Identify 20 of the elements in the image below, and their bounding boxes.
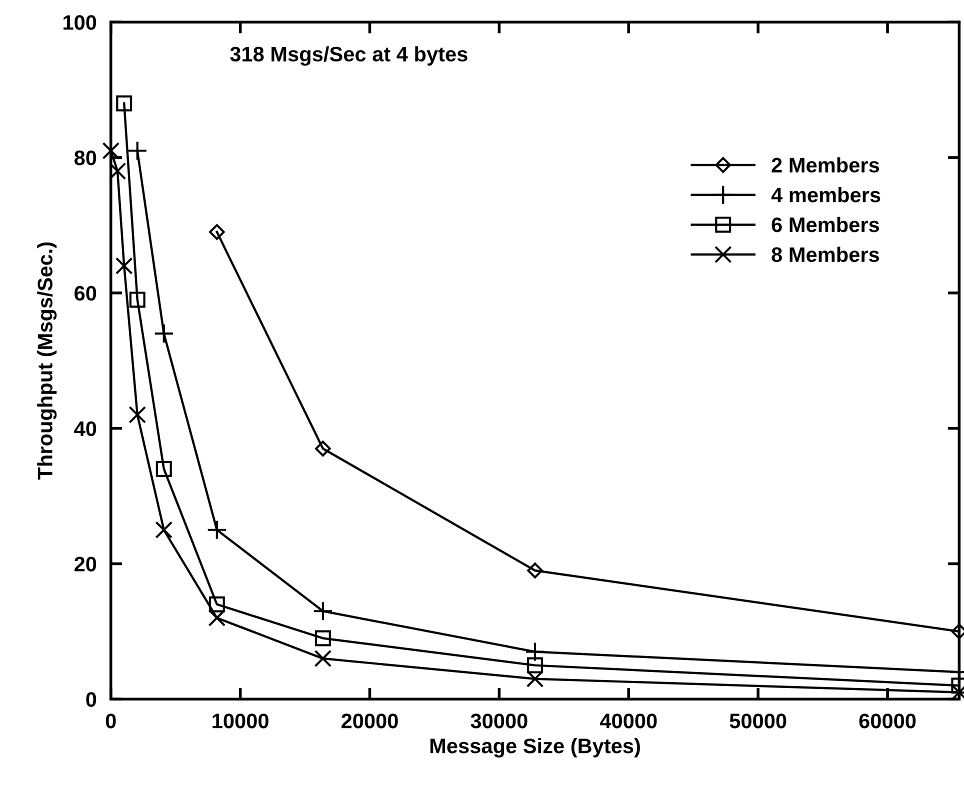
y-tick-label: 0 (86, 692, 96, 707)
y-tick-label: 80 (74, 150, 96, 166)
x-tick-label: 40000 (600, 714, 657, 728)
legend-label: 6 Members (772, 216, 880, 232)
y-tick-label: 100 (64, 15, 96, 30)
x-tick-label: 20000 (342, 714, 398, 728)
y-axis-title: Throughput (Msgs/Sec.) (37, 242, 57, 480)
y-tick-label: 20 (74, 556, 96, 572)
legend-label: 4 members (771, 187, 880, 202)
legend-label: 2 Members (772, 157, 880, 173)
x-tick-label: 30000 (470, 714, 528, 728)
x-tick-label: 50000 (730, 714, 786, 728)
x-tick-label: 10000 (212, 714, 268, 728)
x-axis-title: Message Size (Bytes) (430, 738, 640, 758)
legend-label: 8 Members (772, 246, 880, 262)
y-tick-label: 60 (74, 286, 96, 301)
x-tick-label: 0 (106, 714, 116, 728)
x-tick-label: 60000 (859, 714, 916, 728)
annotation: 318 Msgs/Sec at 4 bytes (230, 46, 468, 66)
y-tick-label: 40 (74, 421, 96, 436)
